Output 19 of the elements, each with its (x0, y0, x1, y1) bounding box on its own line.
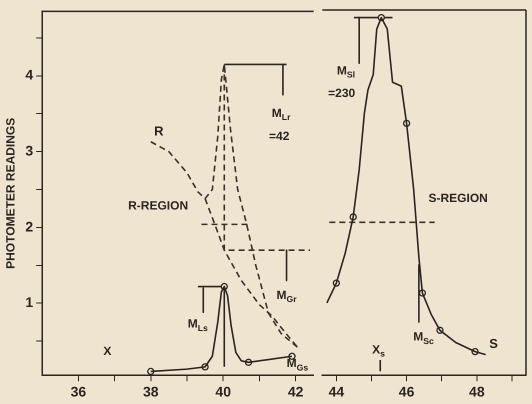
x-tick-label: 38 (143, 383, 159, 400)
x-tick-label: 44 (328, 383, 344, 400)
x-tick-label: 42 (288, 383, 304, 400)
x-tick-label: 40 (215, 383, 232, 400)
series-label: S (489, 336, 498, 352)
annotation: S-REGION (428, 191, 488, 206)
y-tick-label: 3 (25, 142, 34, 158)
x-tick-label: 36 (70, 383, 86, 400)
x-tick-label: 46 (398, 383, 415, 400)
y-tick-label: 2 (25, 218, 34, 234)
annotation: X (103, 344, 112, 358)
annotation: R-REGION (128, 198, 188, 212)
y-axis-title: PHOTOMETER READINGS (4, 118, 18, 269)
annotation: =42 (269, 128, 290, 143)
y-tick-label: 4 (25, 66, 34, 83)
series-label: R (154, 123, 164, 138)
x-tick-label: 48 (469, 383, 485, 400)
annotation: =230 (328, 86, 356, 100)
y-tick-label: 1 (25, 294, 34, 310)
